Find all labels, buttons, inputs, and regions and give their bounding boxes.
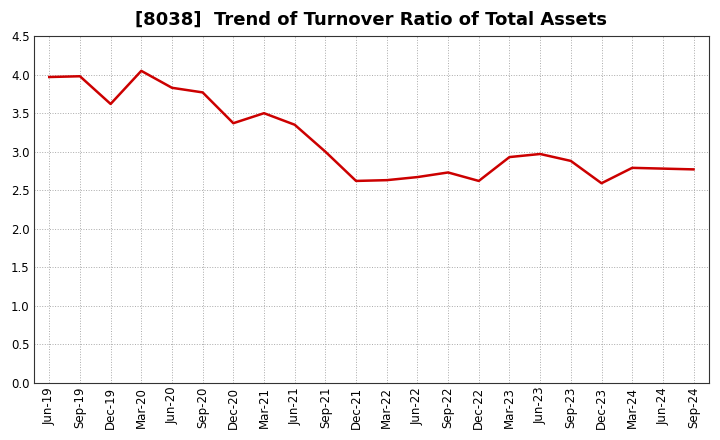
Title: [8038]  Trend of Turnover Ratio of Total Assets: [8038] Trend of Turnover Ratio of Total … (135, 11, 608, 29)
